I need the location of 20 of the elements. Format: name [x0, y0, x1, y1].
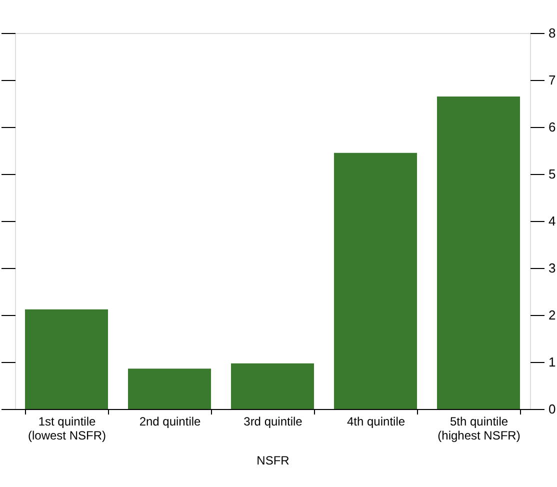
y2-tick-label: 8	[548, 26, 556, 40]
y2-tick-label: 3	[548, 260, 556, 276]
bar	[334, 152, 417, 409]
y2-tick-label: 2	[548, 308, 556, 322]
bar	[231, 363, 314, 409]
y2-tick-label: 5	[548, 166, 556, 182]
x-tick-label: 5th quintile (highest NSFR)	[438, 414, 520, 442]
y2-tick-label: 4	[548, 214, 556, 228]
y2-tick-label: 7	[548, 72, 556, 88]
y2-tick-label: 0	[548, 402, 556, 416]
x-tick-label: 4th quintile	[346, 414, 406, 428]
x-tick-label: 2nd quintile	[139, 414, 202, 428]
y2-tick-label: 1	[548, 354, 556, 370]
bar	[25, 309, 108, 409]
bar	[128, 368, 211, 409]
bar	[437, 96, 520, 409]
x-tick-label: 3rd quintile	[244, 414, 303, 428]
x-tick-label: 1st quintile (lowest NSFR)	[28, 414, 106, 442]
y2-tick-label: 6	[548, 120, 556, 134]
x-axis-title: NSFR	[256, 454, 290, 468]
